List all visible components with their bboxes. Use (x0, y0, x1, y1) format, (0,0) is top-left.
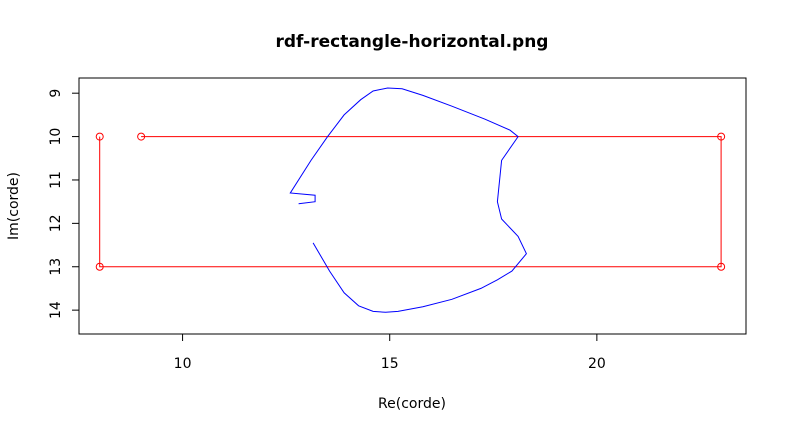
x-axis-label: Re(corde) (378, 396, 446, 412)
y-axis-label: Im(corde) (6, 172, 22, 240)
y-tick-label: 12 (48, 214, 64, 232)
y-axis: 9 10 11 12 13 14 (48, 89, 80, 319)
x-tick-label: 15 (381, 356, 399, 372)
y-tick-label: 9 (48, 89, 64, 98)
data-point (137, 132, 146, 141)
x-tick-label: 20 (588, 356, 606, 372)
data-point (717, 132, 726, 141)
y-tick-label: 14 (48, 301, 64, 319)
y-tick-label: 10 (48, 128, 64, 146)
y-tick-label: 11 (48, 171, 64, 189)
data-point (717, 262, 726, 271)
chart-title: rdf-rectangle-horizontal.png (276, 32, 549, 52)
series-line-2 (289, 87, 527, 313)
x-axis: 10 15 20 (174, 333, 606, 372)
plot-frame (78, 77, 747, 335)
series-line-1 (99, 136, 722, 268)
x-tick-label: 10 (174, 356, 192, 372)
y-tick-label: 13 (48, 258, 64, 276)
data-point (95, 132, 104, 141)
data-point (95, 262, 104, 271)
series-layer (95, 87, 726, 313)
